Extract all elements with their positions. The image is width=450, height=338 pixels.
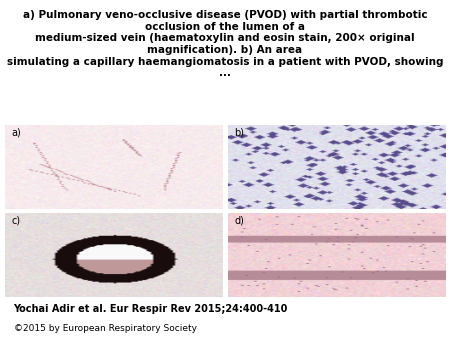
Text: a): a) (11, 127, 21, 138)
Text: Yochai Adir et al. Eur Respir Rev 2015;24:400-410: Yochai Adir et al. Eur Respir Rev 2015;2… (14, 304, 288, 314)
Text: a) Pulmonary veno-occlusive disease (PVOD) with partial thrombotic occlusion of : a) Pulmonary veno-occlusive disease (PVO… (7, 10, 443, 78)
Text: d): d) (234, 216, 244, 226)
Text: ©2015 by European Respiratory Society: ©2015 by European Respiratory Society (14, 324, 197, 334)
Text: b): b) (234, 127, 244, 138)
Text: c): c) (11, 216, 20, 226)
